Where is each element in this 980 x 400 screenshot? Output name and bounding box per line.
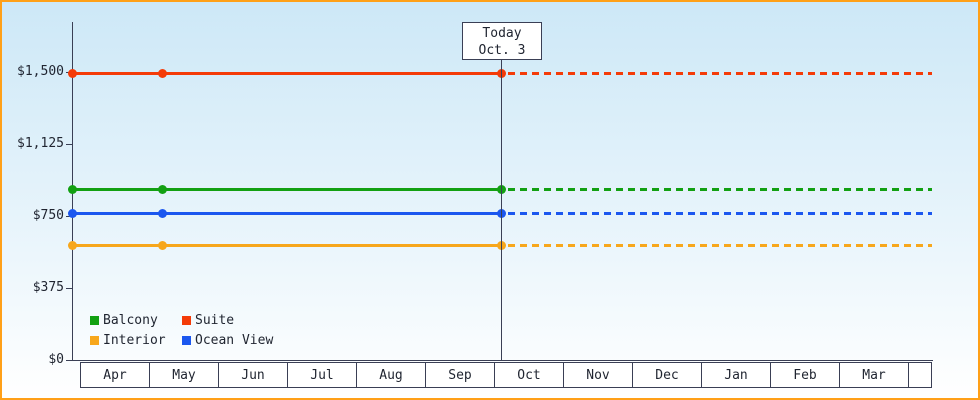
- month-cell: Sep: [425, 362, 495, 388]
- month-cell: Feb: [770, 362, 840, 388]
- month-cell: Nov: [563, 362, 633, 388]
- month-cell: Mar: [839, 362, 909, 388]
- legend-swatch: [182, 316, 191, 325]
- month-cell: Jun: [218, 362, 288, 388]
- month-cell: Jan: [701, 362, 771, 388]
- data-point: [67, 69, 77, 79]
- data-point: [67, 241, 77, 251]
- series-line-solid: [72, 72, 501, 76]
- x-axis-line: [72, 360, 933, 361]
- legend-label: Suite: [195, 313, 235, 328]
- month-cell-empty: [908, 362, 932, 388]
- month-cell: Oct: [494, 362, 564, 388]
- month-cell: Apr: [80, 362, 150, 388]
- series-line-dashed: [508, 72, 932, 76]
- today-label: Today: [482, 26, 522, 41]
- legend-label: Interior: [103, 333, 166, 348]
- y-axis-label: $0: [48, 352, 64, 367]
- series-line-solid: [72, 211, 501, 215]
- data-point: [157, 208, 167, 218]
- legend-swatch: [90, 336, 99, 345]
- legend-swatch: [182, 336, 191, 345]
- y-axis-label: $375: [32, 280, 64, 295]
- legend-item: Ocean View: [182, 333, 273, 348]
- data-point: [67, 184, 77, 194]
- y-axis-label: $1,500: [17, 64, 64, 79]
- month-cell: May: [149, 362, 219, 388]
- month-cell: Dec: [632, 362, 702, 388]
- y-axis-tick: [66, 360, 72, 361]
- today-line: [501, 22, 502, 360]
- y-axis-tick: [66, 288, 72, 289]
- legend-item: Interior: [90, 333, 182, 348]
- series-line-dashed: [508, 211, 932, 215]
- today-date: Oct. 3: [478, 43, 526, 58]
- month-axis: Apr May Jun Jul Aug Sep Oct Nov Dec Jan Feb Mar: [80, 362, 932, 388]
- series-line-dashed: [508, 244, 932, 248]
- legend-item: Suite: [182, 313, 273, 328]
- data-point: [157, 241, 167, 251]
- y-axis-label: $1,125: [17, 136, 64, 151]
- y-axis-label: $750: [32, 208, 64, 223]
- data-point: [157, 69, 167, 79]
- legend-item: Balcony: [90, 313, 182, 328]
- data-point: [157, 184, 167, 194]
- data-point: [67, 208, 77, 218]
- legend-label: Balcony: [103, 313, 158, 328]
- month-cell: Jul: [287, 362, 357, 388]
- series-line-dashed: [508, 187, 932, 191]
- legend-label: Ocean View: [195, 333, 274, 348]
- legend: Balcony Suite Interior Ocean View: [90, 313, 273, 348]
- series-line-solid: [72, 244, 501, 248]
- y-axis-tick: [66, 144, 72, 145]
- month-cell: Aug: [356, 362, 426, 388]
- series-line-solid: [72, 187, 501, 191]
- legend-swatch: [90, 316, 99, 325]
- today-marker: Today Oct. 3: [462, 22, 542, 60]
